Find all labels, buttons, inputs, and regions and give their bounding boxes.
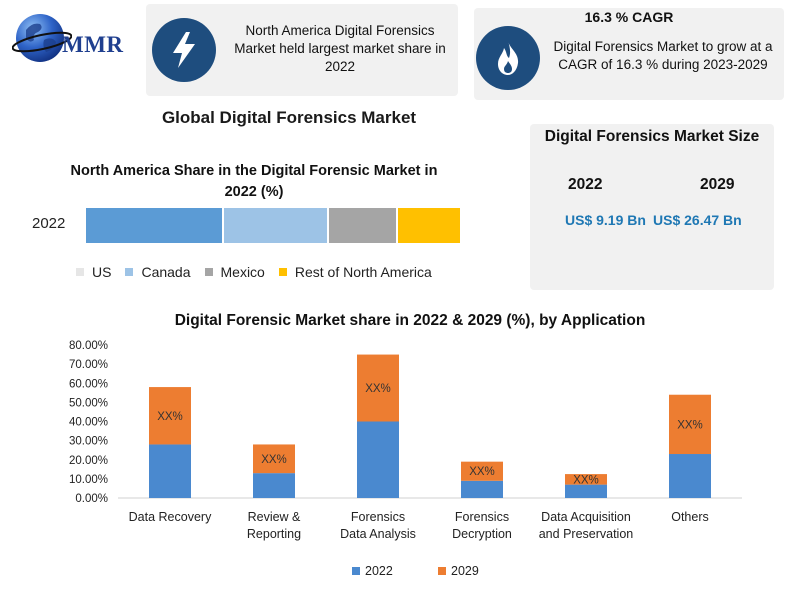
bar-2029 bbox=[149, 387, 191, 445]
bar-2029 bbox=[357, 354, 399, 422]
x-tick-label: Review & Reporting bbox=[247, 510, 301, 541]
na-share-stacked-bar bbox=[86, 208, 460, 243]
data-label: XX% bbox=[573, 474, 599, 486]
y-tick-label: 30.00% bbox=[69, 436, 108, 448]
y-tick-label: 0.00% bbox=[75, 493, 108, 505]
logo-text: MMR bbox=[62, 32, 124, 57]
globe-icon bbox=[12, 14, 72, 62]
bar-2022 bbox=[357, 421, 399, 498]
legend-swatch bbox=[76, 268, 84, 276]
na-share-segment-rest-of-north-america bbox=[398, 208, 460, 243]
y-tick-label: 60.00% bbox=[69, 378, 108, 390]
legend-swatch bbox=[278, 268, 287, 276]
na-share-category-label: 2022 bbox=[32, 215, 66, 232]
cagr-info-text: Digital Forensics Market to grow at a CA… bbox=[553, 39, 773, 72]
market-size-card: Digital Forensics Market Size 2022 2029 … bbox=[530, 124, 774, 290]
legend-item: Rest of North America bbox=[278, 264, 432, 280]
legend-swatch-2029 bbox=[438, 567, 446, 575]
legend-swatch-2022 bbox=[352, 567, 360, 575]
data-label: XX% bbox=[157, 411, 183, 423]
na-share-chart-title: North America Share in the Digital Foren… bbox=[70, 163, 438, 200]
flame-icon bbox=[476, 26, 540, 90]
mmr-logo: MMR bbox=[12, 8, 142, 70]
bar-2029 bbox=[461, 461, 503, 481]
data-label: XX% bbox=[469, 466, 495, 478]
legend-item: US bbox=[76, 264, 111, 280]
share-info-card: North America Digital Forensics Market h… bbox=[146, 4, 458, 96]
na-share-legend: US Canada Mexico Rest of North America bbox=[76, 264, 446, 280]
legend-label: Rest of North America bbox=[294, 264, 432, 280]
legend-swatch bbox=[204, 268, 213, 276]
application-stacked-bar-chart: 0.00% 10.00% 20.00% 30.00% 40.00% 50.00% 60.00… bbox=[69, 340, 742, 578]
data-label: XX% bbox=[365, 383, 391, 395]
legend-label: US bbox=[92, 264, 112, 280]
x-tick-label: Data Recovery bbox=[129, 510, 212, 524]
legend-item: Mexico bbox=[204, 264, 265, 280]
y-tick-label: 80.00% bbox=[69, 340, 108, 352]
y-tick-label: 10.00% bbox=[69, 474, 108, 486]
y-tick-label: 40.00% bbox=[69, 417, 108, 429]
bar-2022 bbox=[565, 484, 607, 498]
data-label: XX% bbox=[261, 454, 287, 466]
bar-2022 bbox=[253, 473, 295, 498]
x-tick-label: Others bbox=[671, 510, 709, 524]
na-share-segment-us bbox=[86, 208, 223, 243]
y-tick-label: 50.00% bbox=[69, 397, 108, 409]
legend-swatch bbox=[125, 268, 134, 276]
x-tick-label: Forensics Decryption bbox=[452, 510, 512, 541]
market-size-value-2022: US$ 9.19 Bn bbox=[565, 212, 646, 228]
page-title: Global Digital Forensics Market bbox=[161, 108, 417, 127]
na-share-segment-mexico bbox=[329, 208, 397, 243]
legend-label-2022: 2022 bbox=[365, 564, 393, 578]
bar-2022 bbox=[669, 454, 711, 498]
na-share-segment-canada bbox=[224, 208, 328, 243]
market-size-value-2029: US$ 26.47 Bn bbox=[653, 212, 742, 228]
market-size-year-2029: 2029 bbox=[700, 176, 735, 193]
bar-2029 bbox=[253, 444, 295, 474]
cagr-title: 16.3 % CAGR bbox=[584, 9, 674, 25]
y-tick-label: 70.00% bbox=[69, 359, 108, 371]
share-info-text: North America Digital Forensics Market h… bbox=[234, 23, 446, 74]
bar-2029 bbox=[565, 474, 607, 485]
x-tick-label: Data Acquisition and Preservation bbox=[539, 510, 634, 541]
bar-2022 bbox=[461, 480, 503, 498]
bar-2029 bbox=[669, 394, 711, 455]
legend-item: Canada bbox=[125, 264, 191, 280]
legend-label: Mexico bbox=[220, 264, 265, 280]
data-label: XX% bbox=[677, 419, 703, 431]
legend-label-2029: 2029 bbox=[451, 564, 479, 578]
application-chart-title: Digital Forensic Market share in 2022 & … bbox=[174, 312, 646, 329]
cagr-info-card: Digital Forensics Market to grow at a CA… bbox=[474, 8, 784, 100]
y-tick-label: 20.00% bbox=[69, 455, 108, 467]
x-tick-label: Forensics Data Analysis bbox=[340, 510, 416, 541]
lightning-bolt-icon bbox=[152, 18, 216, 82]
market-size-year-2022: 2022 bbox=[568, 176, 603, 193]
market-size-title: Digital Forensics Market Size bbox=[544, 128, 760, 145]
bar-2022 bbox=[149, 444, 191, 498]
legend-label: Canada bbox=[141, 264, 191, 280]
